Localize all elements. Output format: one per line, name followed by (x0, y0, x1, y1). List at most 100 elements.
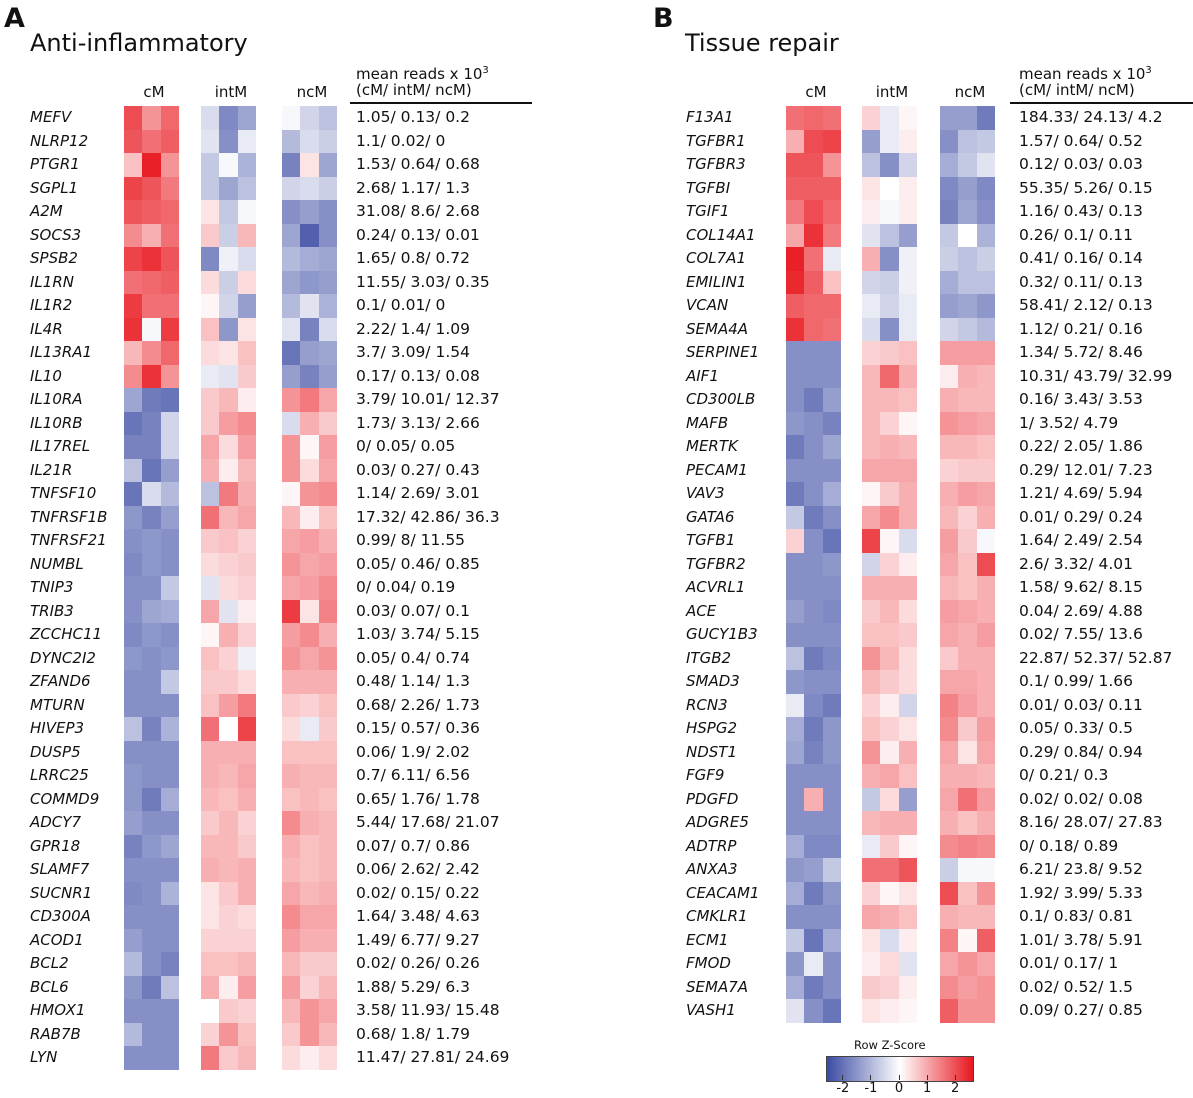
panel-a-mean-reads: 0.02/ 0.15/ 0.22 (356, 883, 480, 902)
panel-a-gene-label: TNFRSF21 (30, 531, 107, 549)
panel-b-heatmap-cell (862, 364, 881, 389)
panel-b-heatmap-cell (862, 223, 881, 248)
panel-a-letter: A (4, 3, 25, 34)
panel-a-gene-label: IL1R2 (30, 296, 73, 314)
panel-a-heatmap-cell (300, 1046, 320, 1071)
panel-b-heatmap-cell (880, 176, 900, 201)
panel-b-gene-label: SEMA7A (686, 977, 749, 996)
panel-a-gene-label: SPSB2 (30, 249, 78, 267)
panel-b-heatmap-cell (786, 552, 805, 577)
panel-b-heatmap-cell (804, 623, 824, 648)
panel-b-heatmap-cell (940, 364, 959, 389)
panel-b-heatmap-cell (940, 858, 959, 883)
panel-b-mean-reads: 0.02/ 7.55/ 13.6 (1019, 625, 1143, 643)
panel-a-heatmap-cell (300, 529, 320, 554)
panel-b-heatmap-cell (786, 529, 805, 554)
panel-b-heatmap-cell (804, 834, 824, 859)
panel-b-heatmap-cell (822, 552, 842, 577)
panel-a-gene-label: DUSP5 (30, 742, 81, 761)
panel-b-heatmap-cell (804, 670, 824, 695)
panel-b-heatmap-cell (822, 200, 842, 225)
panel-a-heatmap-cell (237, 388, 257, 413)
panel-a-gene-label: NUMBL (30, 554, 84, 573)
panel-a-heatmap-cell (318, 435, 338, 460)
panel-a-heatmap-cell (219, 576, 239, 601)
panel-a-heatmap-cell (318, 200, 338, 225)
panel-a-heatmap-cell (219, 811, 239, 836)
panel-a-gene-label: GPR18 (30, 836, 81, 855)
panel-a-heatmap-cell (318, 1046, 338, 1071)
panel-b-heatmap-cell (976, 411, 996, 436)
panel-a-heatmap-cell (142, 176, 162, 201)
panel-b-mean-reads: 22.87/ 52.37/ 52.87 (1019, 648, 1173, 667)
panel-b-heatmap-cell (880, 764, 900, 789)
panel-a-heatmap-cell (300, 106, 320, 131)
panel-b-heatmap-cell (880, 482, 900, 507)
panel-a-heatmap-cell (201, 341, 220, 366)
panel-b-heatmap-cell (898, 482, 918, 507)
panel-a-heatmap-cell (282, 388, 301, 413)
panel-a-heatmap-cell (219, 247, 239, 272)
panel-a-heatmap-cell (318, 740, 338, 765)
panel-a-heatmap-cell (201, 928, 220, 953)
panel-a-heatmap-cell (201, 153, 220, 178)
panel-a-heatmap-cell (300, 787, 320, 812)
panel-a-heatmap-cell (237, 599, 257, 624)
panel-a-heatmap-cell (201, 247, 220, 272)
panel-a-heatmap-cell (201, 646, 220, 671)
panel-b-gene-label: PDGFD (686, 789, 739, 808)
panel-b-heatmap-cell (804, 129, 824, 154)
panel-b-heatmap-cell (940, 106, 959, 131)
panel-b-heatmap-cell (898, 740, 918, 765)
panel-b-heatmap-cell (898, 223, 918, 248)
panel-a-mean-reads: 0.65/ 1.76/ 1.78 (356, 789, 480, 808)
panel-b-heatmap-cell (958, 975, 978, 1000)
panel-a-heatmap-cell (124, 787, 143, 812)
legend-tick (870, 1075, 872, 1080)
panel-a-heatmap-cell (219, 388, 239, 413)
panel-a-heatmap-cell (300, 670, 320, 695)
panel-a-heatmap-cell (237, 999, 257, 1024)
legend-color-bar (826, 1056, 974, 1082)
panel-b-heatmap-cell (898, 599, 918, 624)
panel-a-heatmap-cell (160, 223, 180, 248)
panel-a-heatmap-cell (237, 106, 257, 131)
panel-b-heatmap-cell (940, 599, 959, 624)
panel-a-heatmap-cell (219, 106, 239, 131)
panel-a-heatmap-cell (160, 341, 180, 366)
panel-a-heatmap-cell (201, 552, 220, 577)
panel-b-gene-label: FGF9 (686, 766, 725, 784)
panel-a-heatmap-cell (142, 858, 162, 883)
panel-b-heatmap-cell (862, 529, 881, 554)
panel-b-heatmap-cell (940, 693, 959, 718)
panel-a-heatmap-cell (219, 764, 239, 789)
panel-a-gene-label: IL13RA1 (30, 343, 93, 361)
panel-b-heatmap-cell (898, 435, 918, 460)
panel-b-mean-reads: 0.02/ 0.52/ 1.5 (1019, 977, 1133, 996)
panel-b-heatmap-cell (804, 317, 824, 342)
panel-a-heatmap-cell (201, 787, 220, 812)
panel-a-heatmap-cell (237, 623, 257, 648)
panel-b-heatmap-cell (804, 388, 824, 413)
panel-b-heatmap-cell (976, 881, 996, 906)
panel-a-heatmap-cell (300, 834, 320, 859)
panel-b-heatmap-cell (898, 411, 918, 436)
panel-b-heatmap-cell (822, 928, 842, 953)
panel-a-heatmap-cell (160, 529, 180, 554)
panel-a-mean-reads: 1.14/ 2.69/ 3.01 (356, 484, 480, 502)
panel-a-heatmap-cell (318, 858, 338, 883)
panel-b-heatmap-cell (940, 952, 959, 977)
panel-a-heatmap-cell (142, 247, 162, 272)
panel-a-heatmap-cell (237, 740, 257, 765)
panel-a-gene-label: IL1RN (30, 272, 74, 291)
panel-a-heatmap-cell (318, 294, 338, 319)
panel-b-gene-label: COL7A1 (686, 249, 746, 267)
panel-a-heatmap-cell (201, 106, 220, 131)
panel-b-heatmap-cell (940, 576, 959, 601)
panel-a-heatmap-cell (142, 129, 162, 154)
panel-a-heatmap-cell (282, 858, 301, 883)
panel-b-heatmap-cell (976, 552, 996, 577)
panel-a-gene-label: LYN (30, 1048, 58, 1066)
panel-a-heatmap-cell (300, 176, 320, 201)
panel-b-gene-label: NDST1 (686, 742, 737, 761)
